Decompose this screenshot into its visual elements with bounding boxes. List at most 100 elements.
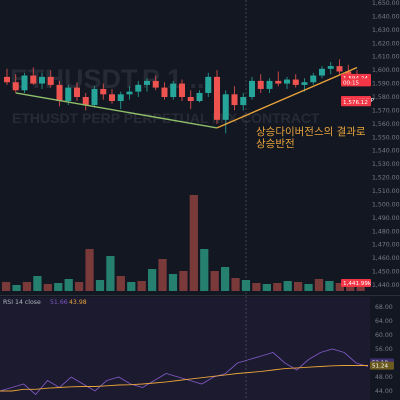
candle-body: [257, 80, 264, 89]
volume-bar: [252, 283, 261, 291]
annotation-line-2[interactable]: 상승반전: [256, 138, 295, 150]
candle-body: [109, 94, 115, 102]
candle-body: [214, 76, 220, 120]
candle-body: [12, 82, 19, 91]
divergence-line-down: [15, 92, 218, 129]
rsi-ma-value: 43.98: [69, 299, 87, 306]
candle-body: [266, 80, 273, 89]
candle-body: [126, 91, 133, 95]
volume-bar: [273, 283, 282, 291]
candle-body: [65, 87, 72, 102]
price-badge-label: 00:15: [343, 80, 360, 86]
price-tick-label: 1,640.00: [372, 13, 400, 20]
candle-body: [327, 66, 334, 69]
price-axis[interactable]: 1,650.00 1,640.00 1,630.00 1,620.00 1,610.00…: [372, 0, 400, 289]
candle-body: [240, 97, 247, 106]
candle-body: [100, 88, 107, 95]
price-badge: [341, 78, 371, 87]
candle-body: [135, 84, 142, 92]
candle-body: [336, 66, 343, 72]
rsi-tick-label: 60.00: [375, 332, 393, 339]
candle-body: [82, 97, 89, 106]
volume-bar: [262, 284, 271, 291]
rsi-tick-label: 48.00: [375, 374, 393, 381]
volume-bar: [22, 282, 32, 291]
price-badge-label: 1,576.12: [343, 100, 368, 106]
candle-body: [249, 80, 255, 97]
rsi-ma-line: [0, 365, 368, 392]
rsi-badge: [370, 361, 394, 370]
price-badge-label: 1,441.99k: [343, 281, 372, 287]
price-tick-label: 1,460.00: [372, 255, 400, 262]
volume-bar: [283, 281, 292, 291]
volume-bar: [179, 271, 188, 291]
divergence-line-up: [216, 66, 358, 129]
price-tick-label: 1,480.00: [372, 228, 400, 235]
volume-bar: [189, 195, 198, 291]
price-badge: [341, 98, 371, 107]
price-tick-label: 1,520.00: [372, 175, 400, 182]
rsi-badge-label: 51.24: [372, 364, 388, 370]
candle-body: [284, 79, 290, 84]
candle-body: [161, 87, 168, 97]
volume-bar: [294, 282, 303, 291]
volume-bar: [231, 278, 240, 291]
candle-body: [21, 75, 28, 91]
candle-body: [345, 71, 352, 76]
rsi-line: [0, 348, 369, 396]
volume-bar: [106, 256, 115, 291]
price-badge: [341, 278, 371, 287]
candle-body: [56, 84, 63, 102]
volume-bar: [64, 279, 73, 291]
candle-body: [231, 94, 238, 106]
candle-body: [319, 68, 325, 76]
divergence-lines[interactable]: [15, 66, 358, 129]
annotation-line-1[interactable]: 상승다이버전스의 결과로: [256, 126, 366, 138]
candle-body: [117, 94, 124, 102]
volume-bar: [304, 284, 313, 291]
candle-body: [47, 76, 54, 85]
volume-bar: [158, 259, 167, 291]
volume-bar: [168, 274, 178, 291]
price-tick-label: 1,500.00: [372, 201, 400, 208]
candle-body: [196, 92, 203, 102]
rsi-tick-label: 56.00: [375, 346, 393, 353]
candle-body: [292, 79, 299, 85]
candle-body: [310, 75, 317, 83]
price-tick-label: 1,490.00: [372, 215, 400, 222]
candle-body: [4, 76, 10, 83]
volume-bar: [148, 269, 157, 291]
volume-bar: [95, 280, 105, 291]
candle-body: [144, 80, 150, 85]
price-tick-label: 1,600.00: [372, 67, 400, 74]
price-tick-label: 1,610.00: [372, 54, 400, 61]
rsi-tick-label: 44.00: [375, 388, 393, 395]
volume-bar: [116, 276, 125, 291]
candle-body: [170, 83, 177, 97]
volume-bar: [210, 271, 219, 291]
rsi-legend[interactable]: RSI 14 close 51.66 43.98: [3, 299, 87, 306]
candle-body: [74, 87, 80, 97]
rsi-badges: 52.1851.24: [370, 358, 394, 370]
rsi-value: 51.66: [50, 299, 68, 306]
volume-bar: [12, 285, 21, 291]
symbol-watermark-subtitle: ETHUSDT PERP PERPETUAL MIX CONTRACT: [12, 110, 320, 126]
price-tick-label: 1,450.00: [372, 269, 400, 276]
price-tick-label: 1,580.00: [372, 94, 400, 101]
rsi-tick-label: 64.00: [375, 318, 393, 325]
volume-bar: [314, 279, 324, 291]
price-tick-label: 1,550.00: [372, 134, 400, 141]
candlestick-series: [4, 59, 360, 134]
price-tick-label: 1,570.00: [372, 107, 400, 114]
price-tick-label: 1,510.00: [372, 188, 400, 195]
candle-body: [205, 76, 212, 93]
volume-bar: [200, 249, 209, 291]
price-tick-label: 1,630.00: [372, 27, 400, 34]
candle-body: [187, 97, 194, 102]
candle-body: [222, 94, 229, 120]
volume-bar: [75, 282, 84, 291]
volume-bar: [85, 249, 94, 291]
volume-bar: [33, 276, 42, 291]
